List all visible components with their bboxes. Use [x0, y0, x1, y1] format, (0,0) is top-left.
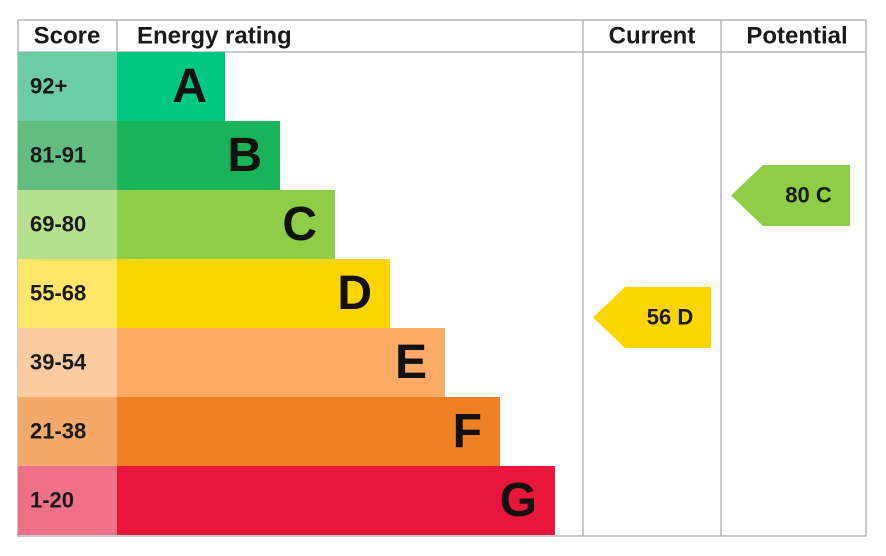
score-label: 1-20: [30, 487, 74, 512]
rating-bar: [117, 397, 500, 466]
score-cell: [18, 121, 117, 190]
score-label: 92+: [30, 73, 67, 98]
rating-bar: [117, 52, 225, 121]
score-label: 21-38: [30, 418, 86, 443]
header-energy-rating: Energy rating: [137, 22, 292, 49]
score-label: 55-68: [30, 280, 86, 305]
score-cell: [18, 466, 117, 535]
potential-arrow: [731, 165, 850, 226]
band-letter: D: [337, 267, 372, 320]
score-label: 39-54: [30, 349, 87, 374]
header-current: Current: [609, 22, 696, 49]
header-potential: Potential: [746, 22, 847, 49]
potential-rating: 80 C: [785, 182, 832, 207]
score-cell: [18, 397, 117, 466]
band-letter: C: [282, 198, 317, 251]
band-letter: F: [453, 405, 482, 458]
current-arrow: [593, 287, 711, 348]
score-label: 81-91: [30, 142, 86, 167]
rating-bar: [117, 466, 555, 535]
band-letter: B: [227, 129, 262, 182]
current-rating: 56 D: [647, 304, 693, 329]
score-cell: [18, 328, 117, 397]
rating-bar: [117, 121, 280, 190]
band-letter: A: [172, 60, 207, 113]
score-cell: [18, 259, 117, 328]
rating-bar: [117, 259, 390, 328]
score-label: 69-80: [30, 211, 86, 236]
rating-bar: [117, 190, 335, 259]
header-score: Score: [34, 22, 101, 49]
band-letter: G: [500, 474, 537, 527]
rating-bar: [117, 328, 445, 397]
score-cell: [18, 52, 117, 121]
score-cell: [18, 190, 117, 259]
band-letter: E: [395, 336, 427, 389]
